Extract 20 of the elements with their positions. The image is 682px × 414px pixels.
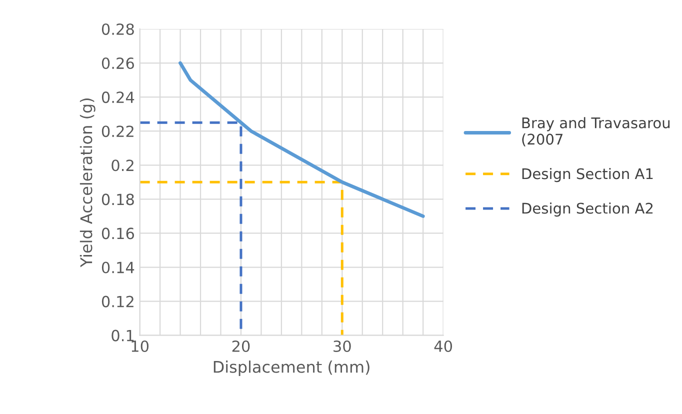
y-tick-label: 0.16 [102,228,134,240]
y-tick-label: 0.2 [112,160,134,172]
y-tick-label: 0.14 [102,262,134,274]
y-tick-label: 0.26 [102,57,134,70]
x-tick-label: 10 [132,340,149,352]
x-tick-label: 20 [232,340,250,352]
x-tick-label: 40 [434,340,452,352]
legend-label: Design Section A1 [522,168,653,182]
y-tick-label: 0.24 [102,92,134,104]
legend-label: Design Section A2 [522,202,653,217]
y-tick-label: 0.28 [102,23,134,35]
y-tick-label: 0.18 [102,194,134,206]
x-axis-title: Displacement (mm) [214,360,370,376]
x-tick-label: 30 [334,340,351,352]
y-axis-title: Yield Acceleration (g) [80,98,96,268]
y-tick-label: 0.1 [112,330,134,342]
legend-label: Bray and Travasarou (2007 [522,117,670,146]
line-series [178,61,425,218]
y-tick-label: 0.22 [102,126,134,138]
y-tick-label: 0.12 [102,296,134,308]
